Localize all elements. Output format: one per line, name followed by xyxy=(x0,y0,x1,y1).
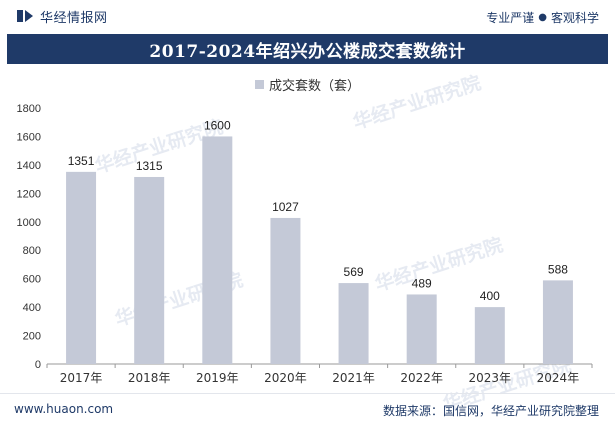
slogan-left: 专业严谨 xyxy=(486,11,535,25)
bar xyxy=(270,217,301,364)
y-tick-label: 200 xyxy=(23,331,41,343)
slogan: 专业严谨 ● 客观科学 xyxy=(486,9,599,26)
bar xyxy=(406,294,437,364)
x-tick-label: 2017年 xyxy=(60,371,103,385)
x-tick-label: 2018年 xyxy=(128,371,171,385)
logo[interactable]: 华经情报网 xyxy=(16,8,108,26)
y-tick-label: 800 xyxy=(23,245,41,257)
chart-title: 2017-2024年绍兴办公楼成交套数统计 xyxy=(149,41,466,62)
legend-swatch xyxy=(254,79,264,89)
brand-name: 华经情报网 xyxy=(40,10,108,26)
y-tick-label: 1800 xyxy=(17,103,41,115)
bar-value-label: 569 xyxy=(344,265,364,279)
title-bar: 2017-2024年绍兴办公楼成交套数统计 xyxy=(7,34,608,64)
y-tick-label: 1200 xyxy=(17,188,41,200)
chart-legend: 成交套数（套） xyxy=(0,76,615,94)
x-tick-label: 2023年 xyxy=(469,371,512,385)
bar-value-label: 1315 xyxy=(136,159,163,173)
y-tick-label: 1000 xyxy=(17,217,41,229)
bar xyxy=(474,307,505,364)
bar xyxy=(338,283,369,364)
y-tick-label: 1600 xyxy=(17,131,41,143)
logo-icon xyxy=(17,10,33,22)
x-tick-label: 2022年 xyxy=(400,371,443,385)
bar-value-label: 489 xyxy=(412,276,432,290)
website-link[interactable]: www.huaon.com xyxy=(14,402,114,416)
x-tick-label: 2020年 xyxy=(264,371,307,385)
slogan-right: 客观科学 xyxy=(550,11,599,25)
data-source: 数据来源：国信网，华经产业研究院整理 xyxy=(382,404,599,418)
footer: www.huaon.com 数据来源：国信网，华经产业研究院整理 xyxy=(0,393,615,427)
bar-value-label: 588 xyxy=(548,262,568,276)
y-tick-label: 400 xyxy=(23,302,41,314)
bar xyxy=(66,171,97,364)
bar-value-label: 400 xyxy=(480,289,500,303)
bar-value-label: 1600 xyxy=(204,118,231,132)
top-bar: 华经情报网 专业严谨 ● 客观科学 xyxy=(0,0,615,32)
bar-value-label: 1351 xyxy=(68,154,95,168)
bar xyxy=(542,280,573,364)
legend-label: 成交套数（套） xyxy=(268,78,360,94)
bar xyxy=(134,176,165,364)
x-tick-label: 2024年 xyxy=(537,371,580,385)
y-tick-label: 600 xyxy=(23,274,41,286)
x-tick-label: 2021年 xyxy=(332,371,375,385)
y-tick-label: 0 xyxy=(35,359,41,371)
slogan-separator: ● xyxy=(538,12,547,23)
bar-value-label: 1027 xyxy=(272,200,299,214)
bar xyxy=(202,136,233,364)
x-tick-label: 2019年 xyxy=(196,371,239,385)
y-tick-label: 1400 xyxy=(17,160,41,172)
